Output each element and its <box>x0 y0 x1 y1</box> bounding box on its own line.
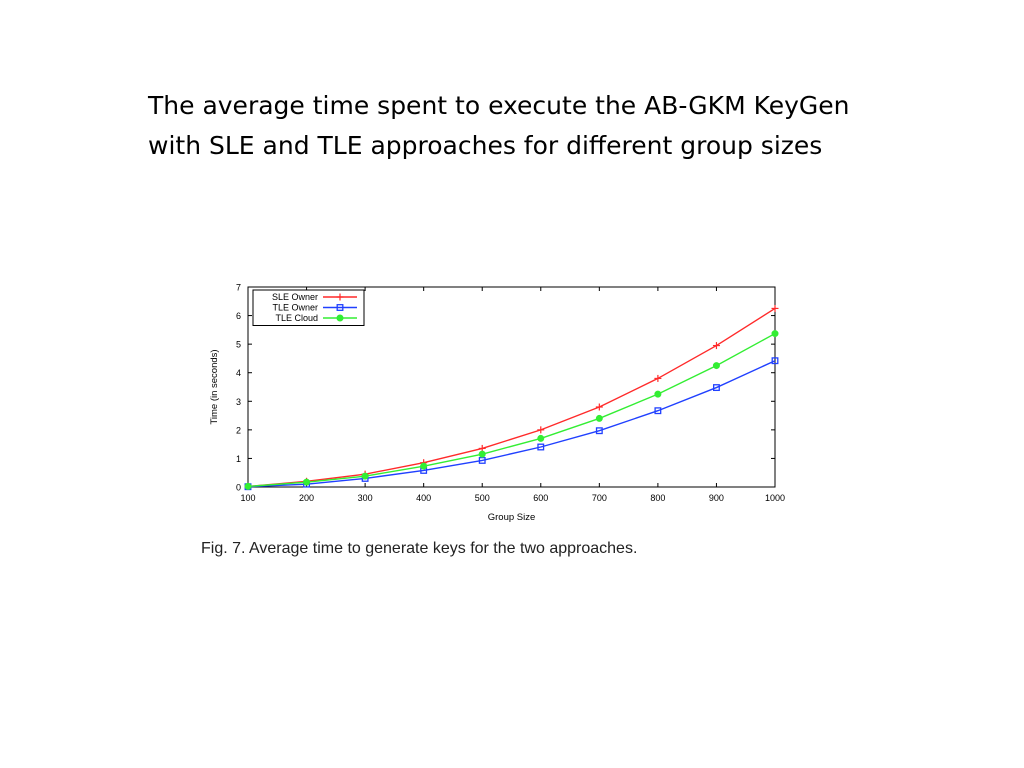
series-2-point-3 <box>420 462 428 470</box>
y-tick-label-0: 0 <box>236 483 241 493</box>
x-tick-label-4: 500 <box>475 493 490 503</box>
legend-marker-0 <box>336 293 344 301</box>
legend-marker-2 <box>336 314 344 322</box>
y-tick-label-1: 1 <box>236 454 241 464</box>
series-1-point-7 <box>654 407 662 415</box>
series-1-point-5 <box>537 443 545 451</box>
x-tick-label-1: 200 <box>299 493 314 503</box>
series-2-point-9 <box>771 330 779 338</box>
series-2-point-7 <box>654 390 662 398</box>
series-line-2 <box>247 332 776 488</box>
series-0-point-5 <box>537 426 545 434</box>
slide-title-line-2: with SLE and TLE approaches for differen… <box>148 131 823 160</box>
series-1-point-8 <box>712 384 720 392</box>
series-0-point-6 <box>595 403 603 411</box>
x-tick-label-8: 900 <box>709 493 724 503</box>
figure-caption: Fig. 7. Average time to generate keys fo… <box>201 540 638 557</box>
slide-title: The average time spent to execute the AB… <box>148 86 948 166</box>
series-line-0 <box>247 307 776 488</box>
legend-label-1: TLE Owner <box>272 303 318 313</box>
series-line-1 <box>247 360 776 488</box>
series-1-point-9 <box>771 357 779 365</box>
series-0-point-7 <box>654 374 662 382</box>
series-0-point-9 <box>771 304 779 312</box>
series-0-point-8 <box>712 342 720 350</box>
series-2-point-2 <box>361 472 369 480</box>
y-axis-label: Time (in seconds) <box>209 349 220 424</box>
x-tick-label-7: 800 <box>650 493 665 503</box>
series-2-point-6 <box>595 414 603 422</box>
series-2-point-8 <box>712 362 720 370</box>
x-tick-label-3: 400 <box>416 493 431 503</box>
legend-label-0: SLE Owner <box>272 292 318 302</box>
plot-frame <box>247 286 776 488</box>
y-tick-label-5: 5 <box>236 340 241 350</box>
series-2-point-1 <box>303 478 311 486</box>
x-tick-label-0: 100 <box>240 493 255 503</box>
line-chart: 0 1 2 3 4 5 6 7 100 200 300 400 500 600 700 800 900 1000 G… <box>209 283 785 524</box>
legend-marker-1 <box>336 304 344 311</box>
x-tick-label-9: 1000 <box>765 493 785 503</box>
series-2-point-0 <box>244 482 252 490</box>
series-1-point-6 <box>595 427 603 435</box>
series-2-point-5 <box>537 434 545 442</box>
x-tick-label-2: 300 <box>358 493 373 503</box>
x-tick-label-6: 700 <box>592 493 607 503</box>
y-tick-label-4: 4 <box>236 368 241 378</box>
x-axis-label: Group Size <box>488 512 536 523</box>
y-tick-label-7: 7 <box>236 283 241 293</box>
legend-label-2: TLE Cloud <box>275 313 318 323</box>
y-tick-label-3: 3 <box>236 397 241 407</box>
x-tick-label-5: 600 <box>533 493 548 503</box>
series-2-point-4 <box>478 450 486 458</box>
y-tick-label-2: 2 <box>236 425 241 435</box>
y-tick-label-6: 6 <box>236 311 241 321</box>
slide-title-line-1: The average time spent to execute the AB… <box>148 91 850 120</box>
